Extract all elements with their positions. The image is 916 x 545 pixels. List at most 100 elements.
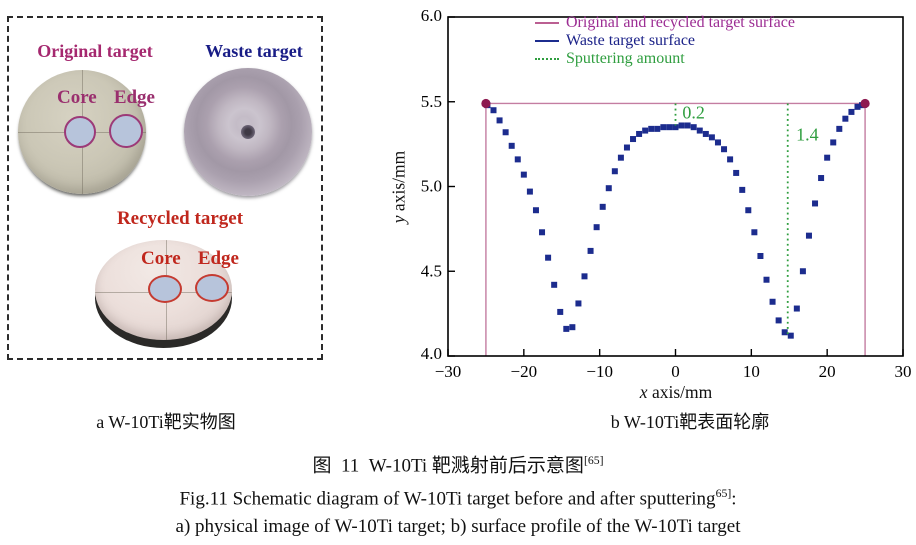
waste-point xyxy=(496,117,503,124)
waste-point xyxy=(593,224,600,231)
y-tick-label: 4.5 xyxy=(421,261,442,280)
legend-label: Waste target surface xyxy=(566,32,696,49)
waste-point xyxy=(739,186,746,193)
waste-point xyxy=(569,324,576,331)
edge-label: Edge xyxy=(113,87,155,108)
waste-point xyxy=(526,188,533,195)
waste-point xyxy=(642,127,649,134)
waste-point xyxy=(557,308,564,315)
waste-point xyxy=(587,247,594,254)
endpoint-marker xyxy=(860,98,870,109)
panel-a-caption: a W-10Ti靶实物图 xyxy=(96,412,236,432)
panel-b-caption: b W-10Ti靶表面轮廓 xyxy=(610,412,770,432)
waste-point xyxy=(787,332,794,339)
waste-point xyxy=(684,122,691,129)
waste-point xyxy=(532,207,539,214)
waste-point xyxy=(775,317,782,324)
reference-superscript: 65] xyxy=(715,487,732,501)
waste-point xyxy=(611,168,618,175)
waste-point xyxy=(508,142,515,149)
waste-point xyxy=(630,136,637,143)
legend-item: Original and recycled target surface xyxy=(535,14,795,32)
waste-point xyxy=(702,130,709,137)
waste-point xyxy=(745,207,752,214)
waste-point xyxy=(714,139,721,146)
x-tick-label: −20 xyxy=(511,362,538,381)
original-target-label: Original target xyxy=(37,41,153,61)
original-core-edge-labels: Core Edge xyxy=(57,87,155,109)
waste-point xyxy=(854,103,861,110)
waste-point xyxy=(830,139,837,146)
recycled-target-label: Recycled target xyxy=(116,208,244,229)
waste-point xyxy=(721,146,728,153)
original-target-photo xyxy=(18,70,146,194)
waste-point xyxy=(605,185,612,192)
waste-point xyxy=(666,124,673,131)
waste-target-center-hole xyxy=(241,125,255,139)
surface-profile-chart: 0.2 1.4 −30 −20 −10 0 10 20 30 4.0 4.5 5.0 5.5 6.0 xyxy=(421,6,912,381)
waste-point xyxy=(848,108,855,115)
waste-point xyxy=(672,124,679,131)
y-tick-label: 6.0 xyxy=(421,6,442,25)
waste-point xyxy=(818,175,825,182)
waste-point xyxy=(757,252,764,259)
waste-point xyxy=(563,325,570,332)
waste-point xyxy=(660,124,667,131)
figure-caption-block: 图 11 W-10Ti 靶溅射前后示意图[65] Fig.11 Schemati… xyxy=(0,446,916,540)
waste-point xyxy=(514,156,521,163)
x-tick-label: 30 xyxy=(895,362,912,381)
edge-spot xyxy=(109,114,143,148)
core-spot xyxy=(64,116,96,148)
x-tick-label: −30 xyxy=(435,362,462,381)
waste-point xyxy=(678,122,685,129)
recycled-target-photo xyxy=(95,240,232,340)
waste-point xyxy=(824,154,831,161)
figure-caption-en2: a) physical image of W-10Ti target; b) s… xyxy=(175,515,741,537)
waste-point xyxy=(648,125,655,132)
waste-point xyxy=(812,200,819,207)
x-tick-label: 0 xyxy=(671,362,680,381)
x-axis-label: x axis/mm xyxy=(639,382,713,402)
waste-target-photo xyxy=(184,68,312,196)
core-spot xyxy=(148,275,182,303)
waste-point xyxy=(690,124,697,131)
waste-point xyxy=(727,156,734,163)
figure-caption-zh: 图 11 W-10Ti 靶溅射前后示意图[65] xyxy=(312,454,604,477)
waste-point xyxy=(842,115,849,122)
waste-point xyxy=(520,171,527,178)
waste-point xyxy=(708,134,715,141)
waste-point xyxy=(490,107,497,114)
waste-point xyxy=(793,305,800,312)
legend-marker xyxy=(535,22,559,24)
y-tick-label: 4.0 xyxy=(421,344,442,363)
waste-point xyxy=(636,130,643,137)
waste-point xyxy=(696,127,703,134)
waste-point xyxy=(551,281,558,288)
waste-point xyxy=(623,144,630,151)
y-axis-label: y axis/mm xyxy=(388,150,409,224)
legend-label: Original and recycled target surface xyxy=(566,14,795,31)
waste-point xyxy=(617,154,624,161)
chart-legend: Original and recycled target surface Wast… xyxy=(535,14,795,68)
waste-point xyxy=(781,329,788,336)
waste-point xyxy=(836,125,843,132)
waste-point xyxy=(654,125,661,132)
waste-point xyxy=(799,268,806,275)
waste-point xyxy=(502,129,509,136)
waste-point xyxy=(763,276,770,283)
x-tick-label: 20 xyxy=(819,362,836,381)
legend-item: Waste target surface xyxy=(535,32,795,50)
waste-point xyxy=(545,254,552,261)
x-tick-label: 10 xyxy=(743,362,760,381)
edge-label: Edge xyxy=(197,248,239,269)
edge-spot xyxy=(195,274,229,302)
figure-caption-en: Fig.11 Schematic diagram of W-10Ti targe… xyxy=(179,487,737,510)
sputter-amount-label: 0.2 xyxy=(682,103,705,123)
core-label: Core xyxy=(57,87,97,108)
core-label: Core xyxy=(141,248,181,269)
y-tick-label: 5.5 xyxy=(421,92,442,111)
waste-point xyxy=(575,300,582,307)
recycled-core-edge-labels: Core Edge xyxy=(141,248,239,270)
endpoint-marker xyxy=(481,98,491,109)
waste-point xyxy=(769,298,776,305)
